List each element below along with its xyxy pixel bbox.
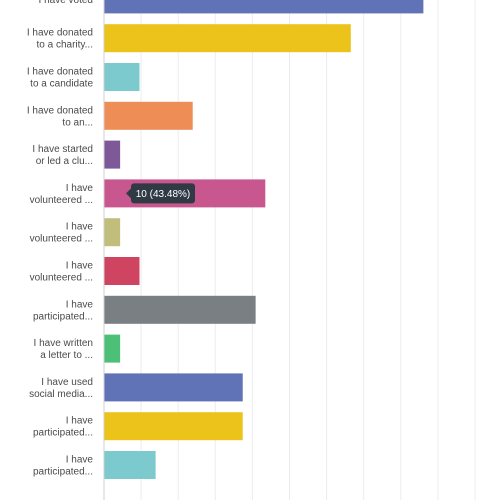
category-label: I have bbox=[66, 183, 94, 194]
bar[interactable] bbox=[104, 218, 121, 247]
bar[interactable] bbox=[104, 101, 193, 130]
category-label: to a charity... bbox=[36, 40, 93, 51]
category-label: I have bbox=[66, 416, 94, 427]
category-label: I have donated bbox=[27, 67, 93, 78]
bar[interactable] bbox=[104, 412, 243, 441]
bars bbox=[104, 0, 424, 479]
category-label: I have written bbox=[34, 338, 93, 349]
category-label: a letter to ... bbox=[40, 350, 93, 361]
bar[interactable] bbox=[104, 451, 156, 479]
tooltip-text: 10 (43.48%) bbox=[136, 189, 190, 200]
category-label: volunteered ... bbox=[30, 234, 93, 245]
category-label: I have bbox=[66, 455, 94, 466]
tooltip: 10 (43.48%) bbox=[126, 183, 195, 204]
category-label: I have donated bbox=[27, 105, 93, 116]
category-label: or led a clu... bbox=[36, 156, 93, 167]
category-label: I have started bbox=[32, 144, 93, 155]
tooltip-box bbox=[131, 183, 195, 204]
category-label: social media... bbox=[29, 389, 93, 400]
category-label: I have bbox=[66, 261, 94, 272]
category-label: participated... bbox=[33, 311, 93, 322]
bar[interactable] bbox=[104, 373, 243, 402]
bar[interactable] bbox=[104, 0, 424, 14]
category-label: participated... bbox=[33, 467, 93, 478]
tooltip-pointer bbox=[126, 188, 131, 199]
category-label: I have bbox=[66, 222, 94, 233]
bar[interactable] bbox=[104, 63, 140, 91]
category-label: I have donated bbox=[27, 28, 93, 39]
category-label: I have voted bbox=[39, 0, 93, 6]
category-label: I have used bbox=[41, 377, 93, 388]
bar[interactable] bbox=[104, 257, 140, 285]
bar[interactable] bbox=[104, 295, 256, 324]
category-label: I have bbox=[66, 299, 94, 310]
bar[interactable] bbox=[104, 24, 351, 53]
category-label: volunteered ... bbox=[30, 195, 93, 206]
category-label: participated... bbox=[33, 428, 93, 439]
category-label: to an... bbox=[62, 117, 93, 128]
category-label: volunteered ... bbox=[30, 273, 93, 284]
bar[interactable] bbox=[104, 140, 121, 169]
grid-lines bbox=[140, 0, 476, 500]
category-label: to a candidate bbox=[30, 79, 93, 90]
bar[interactable] bbox=[104, 334, 121, 363]
